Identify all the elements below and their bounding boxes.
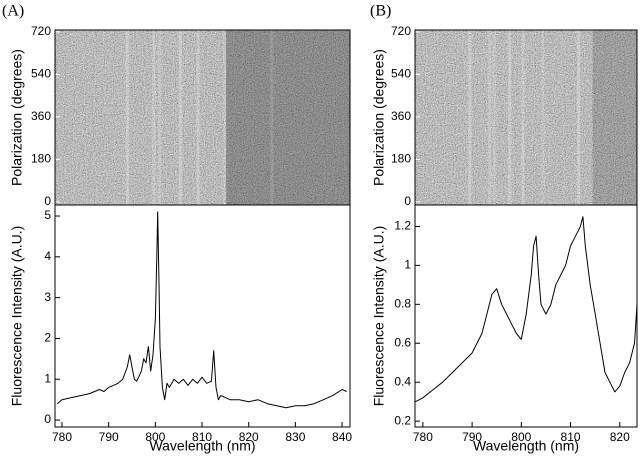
image-shade <box>592 30 637 205</box>
x-axis-title: Wavelength (nm) <box>149 438 255 454</box>
image-streak <box>270 30 274 205</box>
y-tick-label: 0 <box>44 194 51 208</box>
y-tick-label: 1 <box>44 371 51 385</box>
y-axis-title: Fluorescence Intensity (A.U.) <box>9 226 25 407</box>
image-streak <box>178 30 182 205</box>
panel-label: (B) <box>370 3 391 20</box>
polarization-image <box>415 30 637 205</box>
x-axis-title: Wavelength (nm) <box>473 438 579 454</box>
image-streak <box>152 30 156 205</box>
y-tick-label: 720 <box>31 24 51 38</box>
image-streak <box>488 30 492 205</box>
y-axis-title: Fluorescence Intensity (A.U.) <box>371 226 387 407</box>
spectrum-line <box>56 211 347 409</box>
y-tick-label: 1 <box>404 258 411 272</box>
y-tick-label: 0.6 <box>394 335 411 349</box>
y-tick-label: 5 <box>44 208 51 222</box>
plot-frame <box>414 204 638 428</box>
x-tick-label: 820 <box>239 430 259 444</box>
image-streak <box>508 30 512 205</box>
y-tick-label: 540 <box>31 67 51 81</box>
y-tick-label: 720 <box>391 24 411 38</box>
x-tick-label: 780 <box>413 430 433 444</box>
y-tick-label: 540 <box>391 67 411 81</box>
image-streak <box>158 30 162 205</box>
x-tick-label: 780 <box>52 430 72 444</box>
y-axis-title: Polarization (degrees) <box>9 49 25 186</box>
y-tick-label: 360 <box>391 109 411 123</box>
image-streak <box>521 30 525 205</box>
image-streak <box>223 30 227 205</box>
x-tick-label: 820 <box>610 430 630 444</box>
x-tick-label: 830 <box>285 430 305 444</box>
y-tick-label: 1.2 <box>394 219 411 233</box>
y-tick-label: 180 <box>31 152 51 166</box>
y-tick-label: 4 <box>44 249 51 263</box>
y-tick-label: 0.4 <box>394 374 411 388</box>
panel-label: (A) <box>2 3 24 20</box>
x-tick-label: 800 <box>511 430 531 444</box>
image-streak <box>541 30 545 205</box>
y-tick-label: 0 <box>404 194 411 208</box>
y-tick-label: 180 <box>391 152 411 166</box>
image-streak <box>125 30 129 205</box>
x-tick-label: 790 <box>462 430 482 444</box>
y-tick-label: 0.2 <box>394 413 411 427</box>
image-streak <box>196 30 200 205</box>
x-tick-label: 810 <box>192 430 212 444</box>
image-streak <box>577 30 581 205</box>
image-streak <box>468 30 472 205</box>
y-tick-label: 3 <box>44 290 51 304</box>
x-tick-label: 800 <box>145 430 165 444</box>
image-streak <box>492 30 496 205</box>
y-tick-label: 0 <box>44 412 51 426</box>
x-tick-label: 810 <box>561 430 581 444</box>
plot-frame <box>54 204 351 428</box>
y-axis-title: Polarization (degrees) <box>371 49 387 186</box>
x-tick-label: 790 <box>99 430 119 444</box>
spectrum-line <box>415 216 638 403</box>
y-tick-label: 0.8 <box>394 296 411 310</box>
x-tick-label: 840 <box>332 430 352 444</box>
polarization-image <box>55 30 350 205</box>
y-tick-label: 2 <box>44 331 51 345</box>
y-tick-label: 360 <box>31 109 51 123</box>
image-shade <box>226 30 350 205</box>
